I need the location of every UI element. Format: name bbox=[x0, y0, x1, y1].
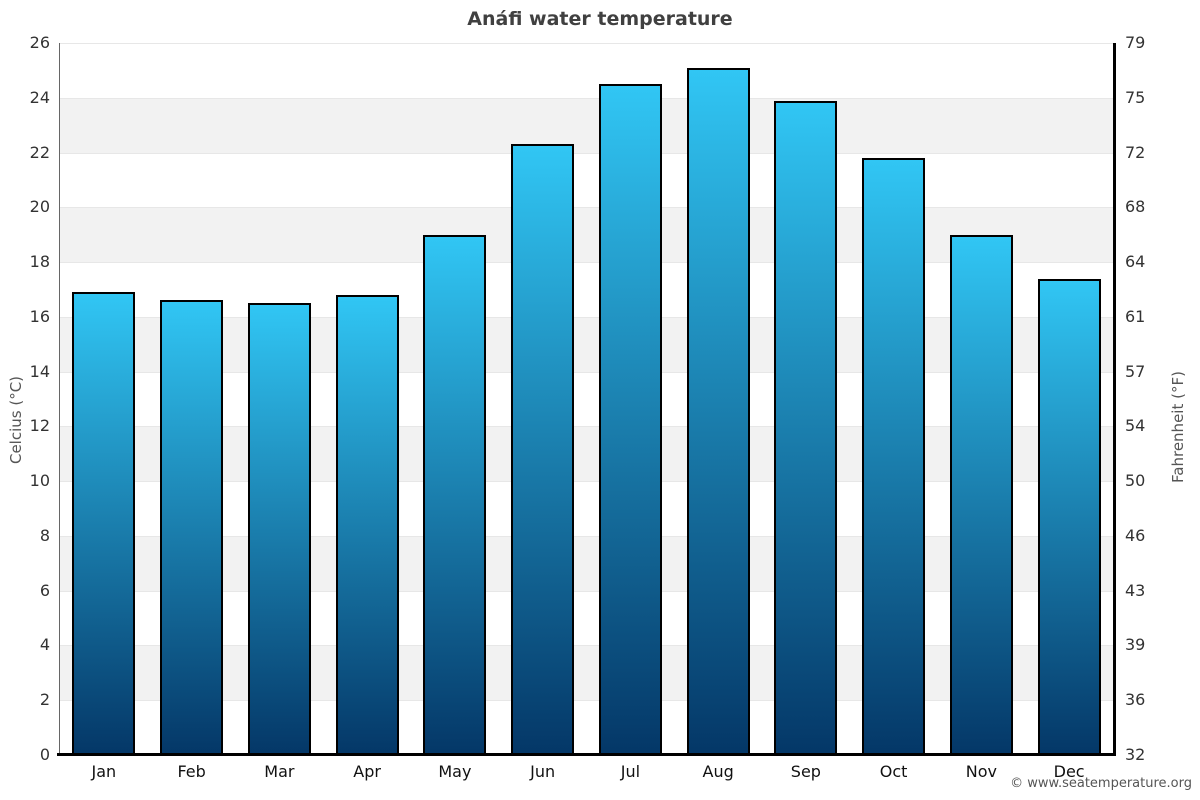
grid-band bbox=[60, 590, 1113, 646]
y-tick-fahrenheit-68: 68 bbox=[1125, 197, 1146, 217]
bar-jan[interactable] bbox=[72, 292, 136, 755]
bar-mar[interactable] bbox=[247, 303, 311, 755]
y-tick-celsius-4: 4 bbox=[39, 635, 50, 655]
y-tick-fahrenheit-64: 64 bbox=[1125, 252, 1146, 272]
gridline bbox=[60, 43, 1113, 44]
y-tick-fahrenheit-79: 79 bbox=[1125, 33, 1146, 52]
grid-band bbox=[60, 371, 1113, 427]
y-tick-celsius-6: 6 bbox=[39, 580, 50, 600]
grid-band bbox=[60, 481, 1113, 536]
bar-feb[interactable] bbox=[160, 300, 224, 755]
bar-oct[interactable] bbox=[862, 158, 926, 755]
y-tick-celsius-26: 26 bbox=[29, 33, 50, 52]
y-tick-celsius-2: 2 bbox=[39, 690, 50, 710]
y-tick-celsius-10: 10 bbox=[29, 471, 50, 491]
gridline bbox=[60, 262, 1113, 264]
x-tick-feb: Feb bbox=[177, 762, 206, 781]
x-tick-aug: Aug bbox=[702, 762, 734, 781]
y-tick-fahrenheit-75: 75 bbox=[1125, 87, 1146, 107]
gridline bbox=[60, 645, 1113, 647]
y-tick-celsius-24: 24 bbox=[29, 87, 50, 107]
y-tick-fahrenheit-50: 50 bbox=[1125, 471, 1146, 491]
gridline bbox=[60, 426, 1113, 428]
bar-dec[interactable] bbox=[1037, 278, 1101, 755]
grid-band bbox=[60, 97, 1113, 153]
gridline bbox=[60, 97, 1113, 99]
x-axis-line bbox=[57, 753, 1116, 756]
bar-jun[interactable] bbox=[511, 144, 575, 755]
gridline bbox=[60, 535, 1113, 537]
plot-area bbox=[60, 43, 1113, 755]
gridline bbox=[60, 481, 1113, 483]
bar-nov[interactable] bbox=[949, 234, 1013, 755]
y-tick-celsius-18: 18 bbox=[29, 252, 50, 272]
x-tick-sep: Sep bbox=[790, 762, 821, 781]
bar-jul[interactable] bbox=[598, 84, 662, 755]
y-tick-fahrenheit-46: 46 bbox=[1125, 525, 1146, 545]
grid-band bbox=[60, 645, 1113, 701]
x-tick-jul: Jul bbox=[620, 762, 641, 781]
x-tick-jun: Jun bbox=[530, 762, 556, 781]
x-tick-oct: Oct bbox=[879, 762, 908, 781]
bar-may[interactable] bbox=[423, 234, 487, 755]
gridline bbox=[60, 371, 1113, 373]
y-tick-fahrenheit-32: 32 bbox=[1125, 745, 1146, 764]
y-tick-celsius-16: 16 bbox=[29, 306, 50, 326]
y-axis-title-fahrenheit: Fahrenheit (°F) bbox=[1169, 371, 1187, 483]
gridline bbox=[60, 316, 1113, 318]
grid-band bbox=[60, 316, 1113, 372]
bar-apr[interactable] bbox=[335, 294, 399, 755]
gridline bbox=[60, 590, 1113, 592]
grid-band bbox=[60, 700, 1113, 755]
gridline bbox=[60, 700, 1113, 702]
grid-band bbox=[60, 152, 1113, 208]
grid-band bbox=[60, 43, 1113, 98]
x-tick-apr: Apr bbox=[353, 762, 381, 781]
x-tick-nov: Nov bbox=[965, 762, 997, 781]
bar-sep[interactable] bbox=[774, 100, 838, 755]
y-tick-celsius-14: 14 bbox=[29, 361, 50, 381]
y-tick-fahrenheit-72: 72 bbox=[1125, 142, 1146, 162]
chart-title: Anáfi water temperature bbox=[467, 8, 733, 30]
x-tick-dec: Dec bbox=[1053, 762, 1085, 781]
grid-band bbox=[60, 262, 1113, 317]
y-tick-fahrenheit-54: 54 bbox=[1125, 416, 1146, 436]
y-tick-fahrenheit-36: 36 bbox=[1125, 690, 1146, 710]
y-tick-celsius-22: 22 bbox=[29, 142, 50, 162]
y-tick-fahrenheit-57: 57 bbox=[1125, 361, 1146, 381]
copyright-attribution: © www.seatemperature.org bbox=[1010, 776, 1192, 791]
grid-band bbox=[60, 426, 1113, 482]
y-tick-fahrenheit-43: 43 bbox=[1125, 580, 1146, 600]
y-tick-celsius-0: 0 bbox=[39, 745, 50, 764]
y-tick-celsius-8: 8 bbox=[39, 525, 50, 545]
x-tick-mar: Mar bbox=[264, 762, 295, 781]
bar-aug[interactable] bbox=[686, 67, 750, 755]
y-axis-line-right bbox=[1113, 43, 1116, 756]
x-tick-may: May bbox=[438, 762, 472, 781]
gridline bbox=[60, 207, 1113, 209]
gridline bbox=[60, 152, 1113, 154]
y-tick-celsius-20: 20 bbox=[29, 197, 50, 217]
y-axis-line-left bbox=[59, 43, 60, 755]
grid-band bbox=[60, 207, 1113, 263]
y-tick-celsius-12: 12 bbox=[29, 416, 50, 436]
x-tick-jan: Jan bbox=[91, 762, 117, 781]
grid-band bbox=[60, 535, 1113, 591]
y-tick-fahrenheit-61: 61 bbox=[1125, 306, 1146, 326]
y-tick-fahrenheit-39: 39 bbox=[1125, 635, 1146, 655]
